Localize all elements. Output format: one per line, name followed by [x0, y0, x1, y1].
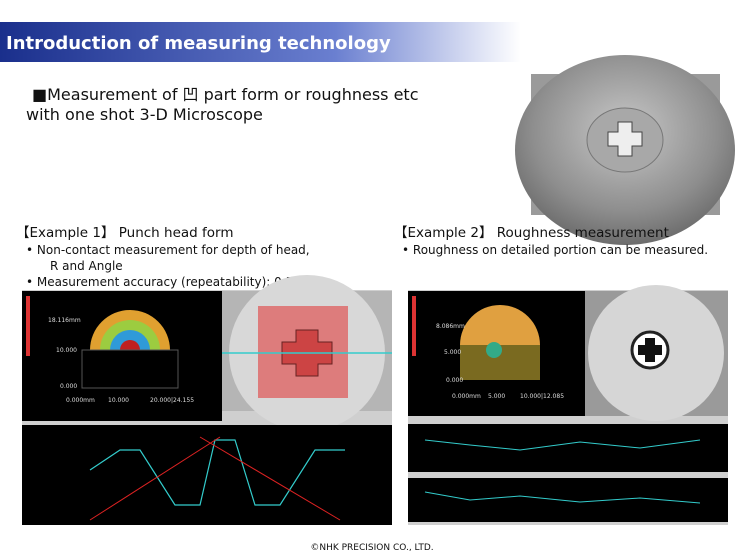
example-title: 【Example 2】 Roughness measurement — [394, 225, 669, 241]
bullet: • Roughness on detailed portion can be m… — [402, 243, 708, 257]
screenshot-1: 18.116mm 10.000 0.000 0.000mm 10.000 20.… — [22, 275, 392, 525]
screen-label: 5.000 — [488, 393, 505, 400]
screen-label: 0.000mm — [452, 393, 481, 400]
screen-label: 0.000 — [446, 377, 463, 384]
screen-label: 5.000 — [444, 349, 461, 356]
intro-line: ■Measurement of 凹 part form or roughness… — [32, 85, 419, 104]
screen-label: 20.000|24.155 — [150, 397, 194, 404]
part-photo — [515, 55, 735, 245]
intro-line: with one shot 3-D Microscope — [26, 105, 263, 124]
bullet: • Non-contact measurement for depth of h… — [26, 243, 310, 257]
screen-label: 8.086mm — [436, 323, 465, 330]
screenshot-2: 8.086mm 5.000 0.000 0.000mm 5.000 10.000… — [408, 285, 728, 525]
header-title: Introduction of measuring technology — [6, 33, 391, 54]
bullet: R and Angle — [50, 259, 123, 273]
screen-label: 0.000 — [60, 383, 77, 390]
footer: ©NHK PRECISION CO., LTD. — [310, 543, 433, 553]
screen-label: 10.000 — [108, 397, 129, 404]
screen-label: 18.116mm — [48, 317, 81, 324]
example-title: 【Example 1】 Punch head form — [16, 225, 234, 241]
screen-label: 0.000mm — [66, 397, 95, 404]
screen-label: 10.000|12.085 — [520, 393, 564, 400]
screen-label: 10.000 — [56, 347, 77, 354]
bullet: • Measurement accuracy (repeatability): … — [26, 275, 313, 289]
